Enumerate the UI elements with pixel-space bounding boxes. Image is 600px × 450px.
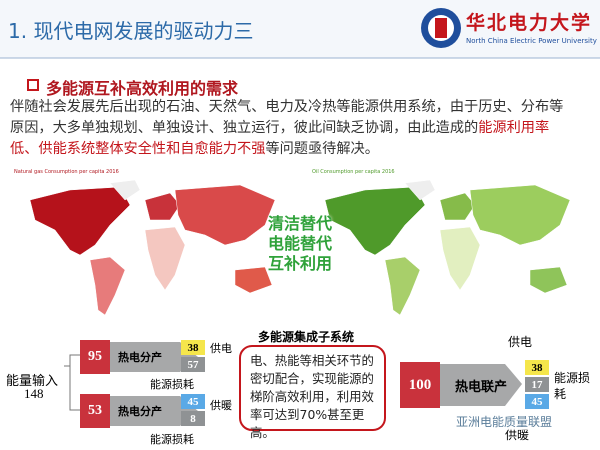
input-label: 能量输入 (6, 374, 59, 389)
bullet (27, 79, 39, 91)
input-box: 100 (400, 362, 440, 408)
continent (439, 192, 476, 221)
world-map (29, 179, 276, 316)
output-box: 38 (525, 360, 549, 375)
continent (384, 256, 421, 316)
loss-label: 能源损耗 (554, 371, 591, 401)
section-heading: 多能源互补高效利用的需求 (46, 79, 239, 98)
continent (89, 256, 126, 316)
logo-subtitle: North China Electric Power University (466, 37, 597, 45)
continent (144, 226, 186, 291)
logo-mark (435, 18, 447, 38)
text: 等问题亟待解决。 (265, 141, 379, 157)
process-arrow (110, 342, 198, 372)
output-box: 45 (525, 394, 549, 409)
logo-text: 华北电力大学 (466, 12, 593, 34)
process-arrow (110, 396, 198, 426)
paragraph: 伴随社会发展先后出现的石油、天然气、电力及冷热等能源供用系统，由于历史、分布等原… (10, 97, 570, 160)
continent (324, 186, 426, 256)
caption-line: 电能替代 (268, 234, 333, 253)
loss-label: 能源损耗 (150, 433, 194, 446)
process-label: 热电联产 (455, 380, 508, 395)
loss-box: 57 (181, 357, 205, 372)
world-map (324, 179, 571, 316)
highlight: 能源利用率低、供能系统整体安全性和自愈能力不强 (10, 120, 550, 157)
continent (144, 192, 181, 221)
continent (439, 226, 481, 291)
output-label: 供电 (508, 335, 533, 349)
continent (529, 266, 568, 294)
info-box (239, 345, 386, 431)
box-title: 多能源集成子系统 (258, 330, 355, 344)
map-title: Oil Consumption per capita 2016 (312, 169, 395, 175)
text: 伴随社会发展先后出现的石油、天然气、电力及冷热等能源供用系统，由于历史、分布等原… (10, 99, 564, 136)
caption-line: 清洁替代 (268, 214, 333, 233)
loss-box: 8 (181, 411, 205, 426)
process-arrow (440, 364, 522, 406)
continent (174, 184, 276, 246)
loss-label: 能源损耗 (150, 378, 194, 391)
input-box: 53 (80, 394, 110, 428)
continent (234, 266, 273, 294)
map-caption: 清洁替代 电能替代 互补利用 (268, 214, 332, 274)
box-text: 电、热能等相关环节的密切配合，实现能源的梯阶高效利用，利用效率可达到70%甚至更… (250, 353, 374, 440)
output-label: 供暖 (210, 399, 232, 412)
caption-line: 互补利用 (268, 254, 333, 273)
input-box: 95 (80, 340, 110, 374)
title-bar (0, 0, 600, 58)
continent (404, 179, 436, 201)
process-label: 热电分产 (118, 405, 162, 418)
output-label: 供电 (210, 342, 232, 355)
bracket (64, 354, 80, 411)
process-label: 热电分产 (118, 351, 162, 364)
watermark: 亚洲电能质量联盟 (456, 413, 553, 430)
loss-box: 17 (525, 377, 549, 392)
map-title: Natural gas Consumption per capita 2016 (14, 169, 119, 175)
title: 1. 现代电网发展的驱动力三 (8, 19, 254, 43)
continent (469, 184, 571, 246)
output-label: 供暖 (505, 428, 530, 442)
output-box: 45 (181, 394, 205, 409)
continent (109, 179, 141, 201)
input-total: 148 (24, 386, 44, 401)
output-box: 38 (181, 340, 205, 355)
continent (29, 186, 131, 256)
